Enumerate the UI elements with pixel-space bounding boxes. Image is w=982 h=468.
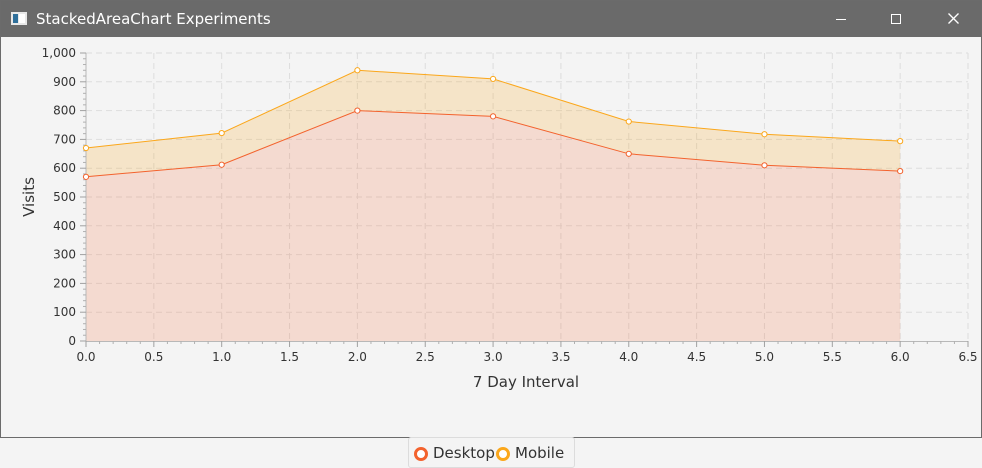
x-axis-label: 7 Day Interval — [473, 373, 579, 391]
maximize-icon — [891, 14, 901, 24]
data-point-mobile — [761, 131, 768, 138]
area-desktop — [86, 110, 901, 341]
data-point-desktop — [218, 161, 225, 168]
data-point-mobile — [489, 75, 497, 83]
close-icon — [948, 13, 959, 24]
x-tick-label: 5.0 — [755, 350, 774, 364]
chart-container: 0 100 200 300 400 500 600 700 800 900 1,000 0.0 0.5 1… — [1, 37, 981, 468]
x-tick-label: 1.5 — [280, 350, 299, 364]
data-point-desktop — [82, 173, 90, 180]
y-tick-label: 900 — [53, 75, 76, 89]
x-tick-label: 4.5 — [687, 350, 706, 364]
y-tick-label: 500 — [53, 190, 76, 204]
chart-legend: Desktop Mobile — [408, 437, 575, 468]
minimize-icon — [836, 19, 846, 20]
legend-label-desktop: Desktop — [433, 444, 495, 462]
data-point-desktop — [625, 150, 632, 157]
y-tick-label: 700 — [53, 132, 76, 146]
y-tick-label: 200 — [53, 276, 76, 290]
legend-item-mobile[interactable]: Mobile — [496, 444, 571, 462]
grid-lines — [86, 52, 969, 341]
x-tick-label: 6.0 — [891, 350, 910, 364]
y-tick-label: 0 — [68, 334, 76, 348]
y-tick-label: 1,000 — [42, 46, 76, 60]
y-tick-label: 400 — [53, 219, 76, 233]
y-tick-label: 100 — [53, 305, 76, 319]
y-tick-label: 600 — [53, 161, 76, 175]
axes: 0 100 200 300 400 500 600 700 800 900 1,000 0.0 0.5 1… — [42, 46, 978, 364]
stacked-area-chart: 0 100 200 300 400 500 600 700 800 900 1,000 0.0 0.5 1… — [20, 46, 978, 391]
y-tick-label: 800 — [53, 104, 76, 118]
series-areas — [86, 70, 901, 341]
data-point-mobile — [354, 67, 361, 74]
data-points — [82, 67, 904, 180]
x-tick-label: 0.0 — [76, 350, 95, 364]
area-mobile — [86, 70, 901, 177]
close-button[interactable] — [927, 1, 979, 37]
x-tick-label: 1.0 — [212, 350, 231, 364]
x-tick-label: 6.5 — [958, 350, 977, 364]
legend-marker-desktop — [414, 447, 428, 461]
data-point-mobile — [82, 144, 90, 152]
legend-label-mobile: Mobile — [515, 444, 565, 462]
data-point-desktop — [354, 107, 361, 114]
window-title: StackedAreaChart Experiments — [36, 10, 271, 28]
x-tick-label: 3.5 — [551, 350, 570, 364]
title-bar[interactable]: StackedAreaChart Experiments — [1, 1, 981, 37]
x-tick-label: 3.0 — [484, 350, 503, 364]
minimize-button[interactable] — [815, 1, 867, 37]
data-point-mobile — [897, 138, 904, 145]
data-point-desktop — [489, 113, 497, 120]
x-tick-label: 2.0 — [348, 350, 367, 364]
legend-marker-mobile — [496, 447, 510, 461]
data-point-desktop — [761, 162, 768, 169]
x-tick-label: 5.5 — [823, 350, 842, 364]
app-icon — [11, 12, 27, 25]
maximize-button[interactable] — [869, 1, 921, 37]
data-point-mobile — [218, 129, 225, 137]
legend-item-desktop[interactable]: Desktop — [414, 444, 495, 462]
y-tick-label: 300 — [53, 248, 76, 262]
data-point-mobile — [625, 118, 632, 125]
data-point-desktop — [897, 167, 904, 175]
x-tick-label: 2.5 — [416, 350, 435, 364]
y-axis-label: Visits — [20, 177, 38, 217]
x-tick-label: 4.0 — [619, 350, 638, 364]
x-tick-label: 0.5 — [144, 350, 163, 364]
